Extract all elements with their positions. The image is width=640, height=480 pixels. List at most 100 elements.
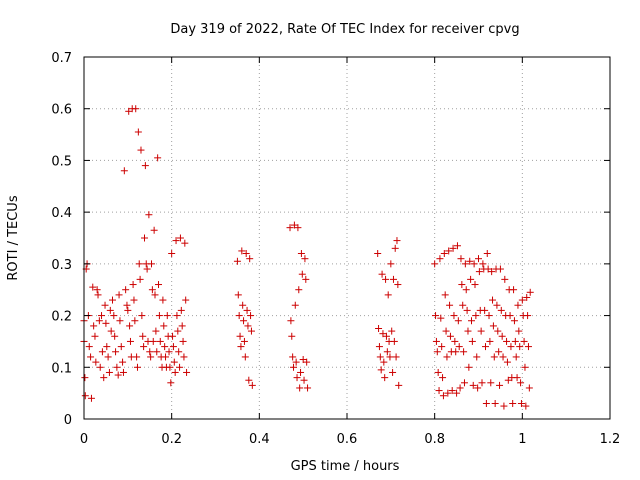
data-point xyxy=(526,288,534,296)
data-point xyxy=(489,322,497,330)
data-point xyxy=(240,317,248,325)
data-point xyxy=(433,348,441,356)
grid-lines xyxy=(84,57,610,419)
data-point xyxy=(139,332,147,340)
data-point xyxy=(392,353,400,361)
x-axis-label: GPS time / hours xyxy=(291,459,400,474)
data-point xyxy=(288,332,296,340)
data-point xyxy=(507,343,515,351)
data-point xyxy=(135,260,143,268)
data-point xyxy=(486,337,494,345)
data-point xyxy=(236,332,244,340)
data-point xyxy=(178,322,186,330)
data-point xyxy=(167,379,175,387)
data-point xyxy=(287,317,295,325)
data-point xyxy=(470,260,478,268)
data-point xyxy=(453,389,461,397)
x-tick-label: 0.4 xyxy=(249,432,270,447)
data-point xyxy=(159,296,167,304)
y-tick-label: 0.3 xyxy=(51,258,72,273)
data-point xyxy=(89,283,97,291)
data-point xyxy=(384,291,392,299)
data-point xyxy=(484,265,492,273)
data-points xyxy=(80,105,534,410)
data-point xyxy=(133,363,141,371)
data-point xyxy=(81,374,89,382)
data-point xyxy=(120,167,128,175)
data-point xyxy=(518,296,526,304)
data-point xyxy=(119,368,127,376)
data-point xyxy=(107,327,115,335)
data-point xyxy=(471,281,479,289)
data-point xyxy=(296,384,304,392)
data-point xyxy=(438,343,446,351)
data-point xyxy=(143,265,151,273)
data-point xyxy=(515,327,523,335)
data-point xyxy=(482,343,490,351)
data-point xyxy=(106,306,114,314)
data-point xyxy=(524,312,532,320)
data-point xyxy=(491,399,499,407)
data-point xyxy=(290,221,298,229)
data-point xyxy=(380,358,388,366)
data-point xyxy=(389,275,397,283)
data-point xyxy=(112,348,120,356)
data-point xyxy=(160,322,168,330)
data-point xyxy=(113,363,121,371)
data-point xyxy=(455,343,463,351)
data-point xyxy=(182,296,190,304)
data-point xyxy=(297,368,305,376)
data-point xyxy=(134,128,142,136)
data-point xyxy=(165,348,173,356)
data-point xyxy=(467,317,475,325)
data-point xyxy=(383,348,391,356)
data-point xyxy=(150,226,158,234)
data-point xyxy=(93,286,101,294)
data-point xyxy=(136,275,144,283)
data-point xyxy=(473,353,481,361)
data-point xyxy=(466,257,474,265)
x-tick-label: 0.6 xyxy=(337,432,358,447)
data-point xyxy=(377,366,385,374)
data-point xyxy=(464,327,472,335)
data-point xyxy=(448,387,456,395)
data-point xyxy=(138,312,146,320)
data-point xyxy=(161,343,169,351)
data-point xyxy=(294,224,302,232)
data-point xyxy=(395,381,403,389)
data-point xyxy=(297,250,305,258)
y-tick-label: 0.5 xyxy=(51,154,72,169)
data-point xyxy=(246,255,254,263)
data-point xyxy=(376,353,384,361)
data-point xyxy=(489,296,497,304)
x-tick-label: 1.2 xyxy=(600,432,621,447)
data-point xyxy=(482,399,490,407)
data-point xyxy=(525,384,533,392)
data-point xyxy=(290,363,298,371)
data-point xyxy=(456,384,464,392)
data-point xyxy=(488,268,496,276)
data-point xyxy=(153,348,161,356)
data-point xyxy=(137,146,145,154)
data-point xyxy=(503,337,511,345)
data-point xyxy=(148,286,156,294)
data-point xyxy=(156,337,164,345)
data-point xyxy=(495,348,503,356)
data-point xyxy=(149,337,157,345)
data-point xyxy=(496,381,504,389)
data-point xyxy=(485,312,493,320)
x-tick-label: 0 xyxy=(80,432,88,447)
data-point xyxy=(103,343,111,351)
data-point xyxy=(514,301,522,309)
data-point xyxy=(449,244,457,252)
data-point xyxy=(442,327,450,335)
data-point xyxy=(141,162,149,170)
data-point xyxy=(87,353,95,361)
data-point xyxy=(457,255,465,263)
data-point xyxy=(179,337,187,345)
data-point xyxy=(500,402,508,410)
data-point xyxy=(132,105,140,113)
data-point xyxy=(105,368,113,376)
data-point xyxy=(468,337,476,345)
data-point xyxy=(289,353,297,361)
